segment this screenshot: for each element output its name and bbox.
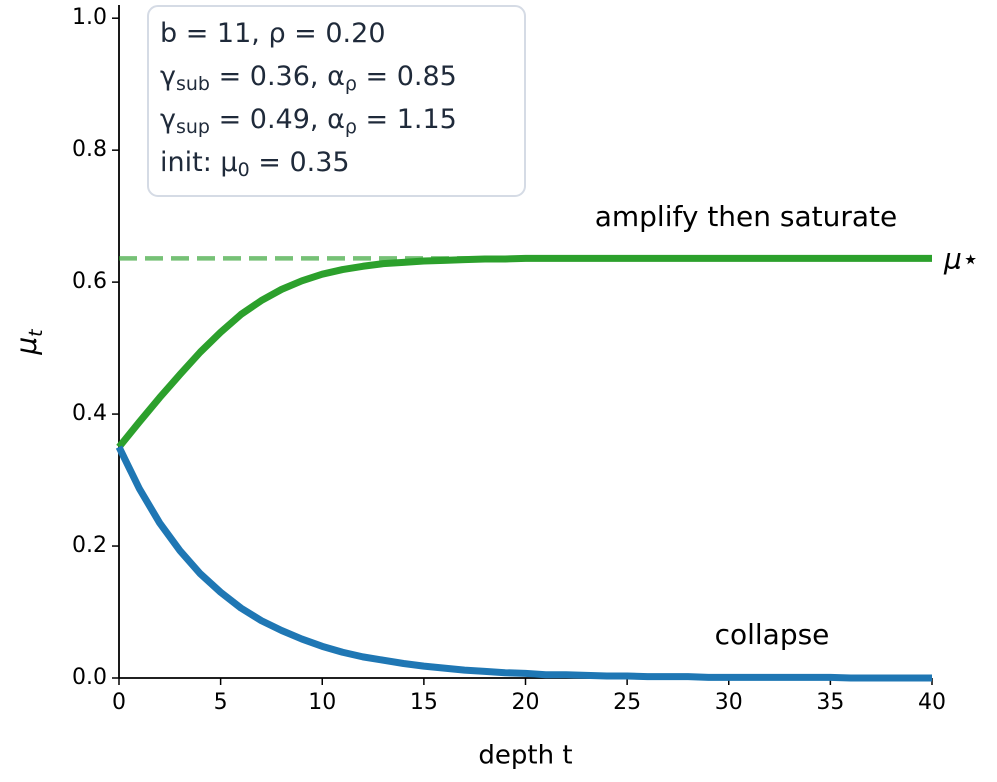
info-text: = 0.35 <box>250 147 350 178</box>
info-text: b = 11, ρ = 0.20 <box>160 18 386 49</box>
series-line <box>115 445 932 682</box>
info-text: = 0.49, α <box>210 104 345 135</box>
info-box <box>147 5 526 197</box>
series-label: amplify then saturate <box>595 200 898 233</box>
series-label: collapse <box>715 618 830 651</box>
info-line: init: μ0 = 0.35 <box>160 147 350 181</box>
info-text: init: μ <box>160 147 238 178</box>
info-sub: sub <box>176 73 210 95</box>
info-line: γsub = 0.36, αρ = 0.85 <box>160 61 457 95</box>
x-tick-label: 0 <box>112 690 126 715</box>
reference-label: μ⋆ <box>943 242 979 275</box>
y-tick-label: 0.8 <box>72 137 107 162</box>
y-tick-label: 0.6 <box>72 269 107 294</box>
x-tick-label: 30 <box>715 690 743 715</box>
info-text: = 0.36, α <box>210 61 345 92</box>
x-axis-label: depth t <box>478 741 572 771</box>
info-sub: 0 <box>238 159 250 181</box>
x-tick-label: 15 <box>410 690 438 715</box>
info-text: = 1.15 <box>357 104 457 135</box>
y-tick-label: 0.0 <box>72 665 107 690</box>
info-text: γ <box>160 104 176 135</box>
x-tick-label: 5 <box>214 690 228 715</box>
x-tick-label: 25 <box>613 690 641 715</box>
info-text: = 0.85 <box>357 61 457 92</box>
y-axis-label-sub: t <box>25 328 47 337</box>
info-text: γ <box>160 61 176 92</box>
info-line: b = 11, ρ = 0.20 <box>160 18 386 49</box>
x-tick-label: 35 <box>816 690 844 715</box>
y-axis-label: μt <box>10 328 47 356</box>
info-sub: sup <box>176 116 210 138</box>
series-line <box>116 254 932 450</box>
y-tick-label: 0.4 <box>72 401 107 426</box>
info-line: γsup = 0.49, αρ = 1.15 <box>160 104 457 138</box>
x-tick-label: 20 <box>512 690 540 715</box>
y-tick-label: 0.2 <box>72 533 107 558</box>
info-sub: ρ <box>345 73 357 95</box>
x-tick-label: 10 <box>308 690 336 715</box>
x-tick-label: 40 <box>918 690 946 715</box>
y-axis-label-main: μ <box>10 337 43 356</box>
y-tick-label: 1.0 <box>72 5 107 30</box>
info-sub: ρ <box>345 116 357 138</box>
